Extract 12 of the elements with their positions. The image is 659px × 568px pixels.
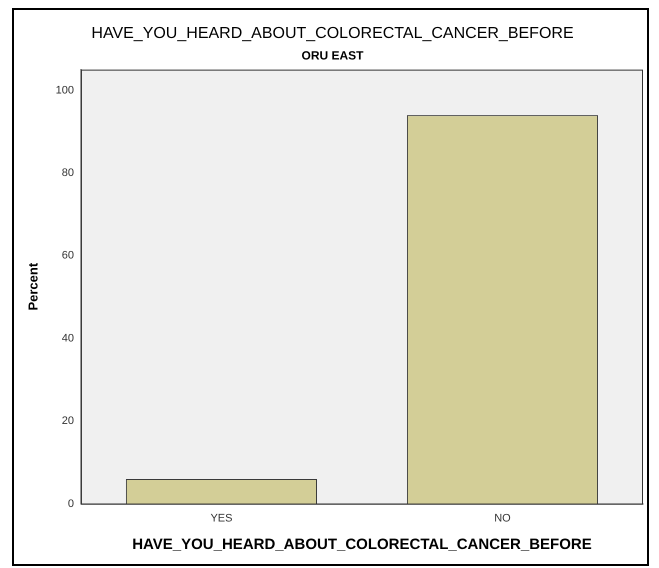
x-tick-label: NO — [494, 512, 512, 524]
y-tick-label: 60 — [62, 250, 74, 262]
chart-title: HAVE_YOU_HEARD_ABOUT_COLORECTAL_CANCER_BEFORE — [91, 25, 574, 42]
y-axis-title: Percent — [25, 262, 40, 311]
y-tick-label: 40 — [62, 332, 74, 344]
chart-subtitle: ORU EAST — [301, 48, 364, 63]
x-tick-label: YES — [210, 512, 232, 524]
x-axis-title: HAVE_YOU_HEARD_ABOUT_COLORECTAL_CANCER_BEFORE — [132, 536, 592, 554]
y-tick-label: 80 — [62, 167, 74, 180]
y-tick-label: 20 — [62, 415, 74, 428]
y-tick-label: 0 — [68, 498, 74, 510]
y-tick-label: 100 — [56, 84, 74, 96]
